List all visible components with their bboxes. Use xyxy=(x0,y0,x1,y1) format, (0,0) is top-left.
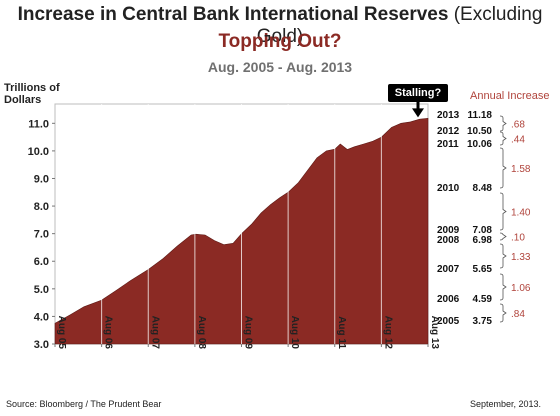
year-label: 2011 xyxy=(437,139,459,150)
year-label: 2006 xyxy=(437,294,460,305)
y-tick-label: 8.0 xyxy=(34,201,49,213)
annual-increase-value: .84 xyxy=(511,309,525,320)
y-tick-label: 5.0 xyxy=(34,284,49,296)
x-tick-label: Aug 09 xyxy=(243,316,254,350)
chart-subtitle: Topping Out? xyxy=(218,31,342,52)
annual-increase-bracket xyxy=(499,147,507,189)
year-value: 7.08 xyxy=(473,225,493,236)
x-tick-label: Aug 12 xyxy=(382,316,393,350)
annual-increase-value: 1.40 xyxy=(511,208,531,219)
x-tick-label: Aug 06 xyxy=(103,316,114,350)
year-label: 2010 xyxy=(437,183,460,194)
year-value: 5.65 xyxy=(473,264,493,275)
year-value: 10.50 xyxy=(467,126,492,137)
annual-increase-label: Annual Increase xyxy=(470,90,550,102)
x-tick-label: Aug 11 xyxy=(336,316,347,349)
annual-increase-value: .10 xyxy=(511,233,525,244)
annual-increase-bracket xyxy=(499,192,507,231)
stalling-arrow-head xyxy=(412,108,424,118)
chart-title-main: Increase in Central Bank International R… xyxy=(17,4,449,25)
annual-increase-value: .68 xyxy=(511,120,525,131)
y-tick-label: 7.0 xyxy=(34,229,49,241)
chart-title: Increase in Central Bank International R… xyxy=(0,4,560,48)
annual-increase-bracket xyxy=(499,232,507,241)
year-value: 4.59 xyxy=(473,294,493,305)
annual-increase-bracket xyxy=(499,115,507,132)
year-label: 2005 xyxy=(437,316,460,327)
chart-title-suffix: (Excluding Gold) xyxy=(256,4,543,47)
y-tick-label: 9.0 xyxy=(34,173,49,185)
y-tick-label: 10.0 xyxy=(28,146,49,158)
year-value: 8.48 xyxy=(473,183,493,194)
y-tick-label: 3.0 xyxy=(34,339,49,351)
annual-increase-bracket xyxy=(499,303,507,323)
source-note: Source: Bloomberg / The Prudent Bear xyxy=(6,399,162,409)
year-label: 2012 xyxy=(437,126,460,137)
annual-increase-bracket xyxy=(499,131,507,146)
y-tick-label: 11.0 xyxy=(28,118,49,130)
annual-increase-value: 1.33 xyxy=(511,252,531,263)
annual-increase-value: 1.06 xyxy=(511,283,531,294)
y-axis-unit-label: Trillions of Dollars xyxy=(4,82,60,106)
year-value: 10.06 xyxy=(467,139,492,150)
stalling-callout: Stalling? xyxy=(388,84,448,102)
year-label: 2013 xyxy=(437,110,460,121)
annual-increase-value: .44 xyxy=(511,135,525,146)
year-value: 6.98 xyxy=(473,235,493,246)
publication-date: September, 2013. xyxy=(470,399,542,409)
year-label: 2008 xyxy=(437,235,460,246)
year-value: 3.75 xyxy=(473,316,493,327)
y-tick-label: 6.0 xyxy=(34,256,49,268)
year-label: 2009 xyxy=(437,225,460,236)
x-tick-label: Aug 10 xyxy=(289,316,300,350)
annual-increase-bracket xyxy=(499,273,507,301)
x-tick-label: Aug 07 xyxy=(149,316,160,350)
annual-increase-value: 1.58 xyxy=(511,164,531,175)
year-label: 2007 xyxy=(437,264,460,275)
x-tick-label: Aug 05 xyxy=(56,316,67,350)
x-tick-label: Aug 13 xyxy=(429,316,440,350)
chart-period: Aug. 2005 - Aug. 2013 xyxy=(207,59,353,75)
y-tick-label: 4.0 xyxy=(34,311,49,323)
annual-increase-bracket xyxy=(499,243,507,269)
year-value: 11.18 xyxy=(468,110,493,121)
x-tick-label: Aug 08 xyxy=(196,316,207,350)
